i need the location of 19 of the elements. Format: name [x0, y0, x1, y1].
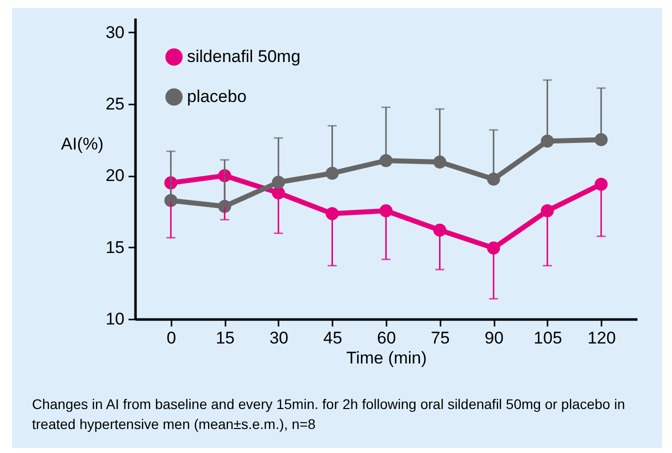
y-axis-title: AI(%) — [61, 134, 104, 154]
x-tick-label: 60 — [377, 328, 396, 348]
x-tick-label: 75 — [430, 328, 450, 348]
x-tick-label: 105 — [534, 328, 562, 348]
x-tick-label: 30 — [269, 328, 288, 348]
legend-label: sildenafil 50mg — [187, 47, 300, 66]
x-tick-label: 45 — [323, 328, 342, 348]
x-tick-label: 0 — [166, 328, 176, 348]
y-tick-label: 30 — [106, 22, 124, 42]
legend-label: placebo — [187, 87, 247, 106]
y-tick-label: 25 — [106, 94, 124, 114]
x-tick-label: 15 — [216, 328, 235, 348]
x-tick-label: 120 — [587, 328, 616, 348]
y-tick-label: 10 — [106, 310, 124, 328]
text: Changes in AI from baseline and every 15min. for 2h following oral sildenafil 50mg or placebo in treated hypertensive men (mean±s.e.m.), n=8 — [32, 395, 626, 434]
x-axis-title: Time (min) — [346, 348, 427, 368]
x-tick-label: 90 — [484, 328, 504, 348]
y-tick-label: 15 — [106, 238, 124, 257]
y-tick-label: 20 — [106, 166, 124, 186]
